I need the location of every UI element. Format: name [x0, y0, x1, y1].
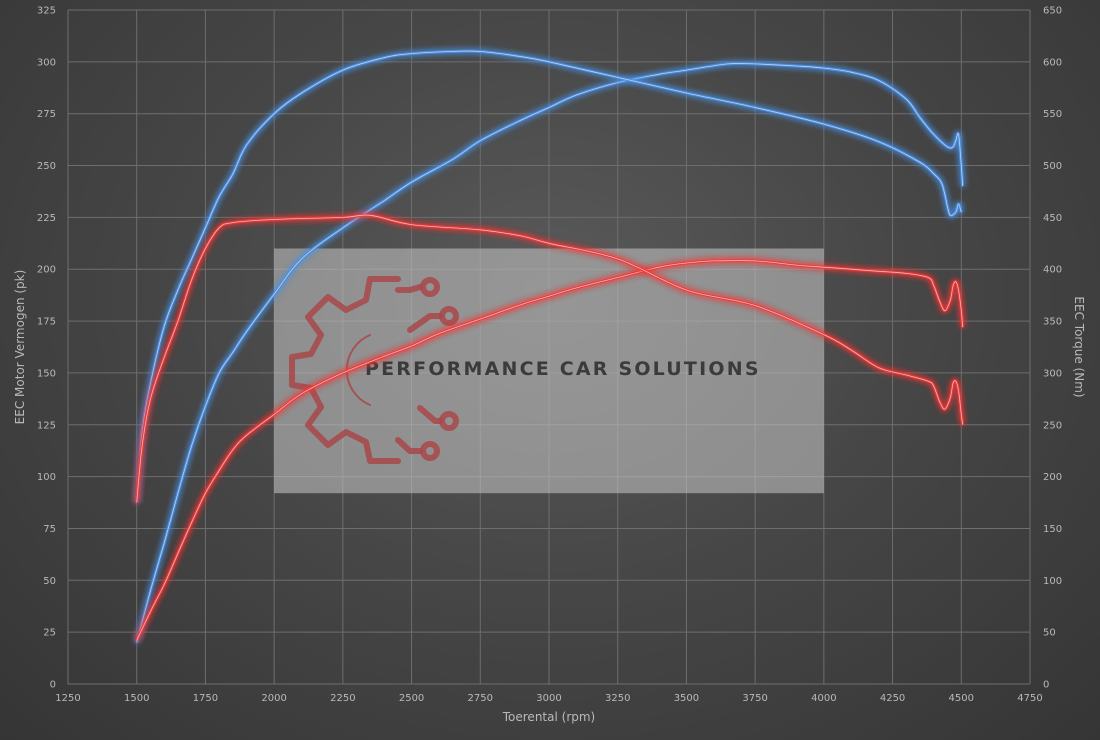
y-left-tick-label: 225 — [37, 213, 56, 224]
logo-trace — [417, 405, 443, 424]
y-right-tick-label: 450 — [1043, 213, 1062, 224]
x-tick-label: 2750 — [468, 693, 493, 704]
series-line-highlight — [136, 214, 964, 503]
y-left-tick-label: 175 — [37, 317, 56, 328]
x-tick-label: 1500 — [124, 693, 149, 704]
y-right-tick-label: 350 — [1043, 317, 1062, 328]
x-tick-label: 3000 — [536, 693, 561, 704]
logo-node — [420, 441, 440, 461]
logo-node — [420, 277, 440, 297]
y-left-tick-label: 50 — [43, 576, 56, 587]
y-left-tick-label: 325 — [37, 6, 56, 17]
watermark-text: PERFORMANCE CAR SOLUTIONS — [365, 358, 761, 380]
y-right-tick-label: 250 — [1043, 420, 1062, 431]
y-left-tick-label: 125 — [37, 420, 56, 431]
y-left-tick-label: 150 — [37, 368, 56, 379]
x-tick-label: 2250 — [330, 693, 355, 704]
x-tick-label: 4250 — [880, 693, 905, 704]
y-right-tick-label: 0 — [1043, 680, 1049, 691]
y-left-tick-label: 100 — [37, 472, 56, 483]
y-right-tick-label: 100 — [1043, 576, 1062, 587]
x-axis-label: Toerental (rpm) — [502, 710, 595, 724]
tuned-power-series — [135, 61, 965, 643]
x-axis-ticks: 1250 1500 1750 2000 2250 2500 2750 3000 3250 3500… — [55, 693, 1042, 704]
x-tick-label: 2500 — [399, 693, 424, 704]
y-axis-right-label: EEC Torque (Nm) — [1072, 296, 1086, 397]
y-right-tick-label: 200 — [1043, 472, 1062, 483]
logo-node — [439, 306, 459, 326]
x-tick-label: 3250 — [605, 693, 630, 704]
x-tick-label: 3500 — [674, 693, 699, 704]
grid-lines — [67, 9, 1031, 685]
y-right-tick-label: 300 — [1043, 368, 1062, 379]
x-tick-label: 1250 — [55, 693, 80, 704]
y-left-tick-label: 75 — [43, 524, 56, 535]
y-right-tick-label: 500 — [1043, 161, 1062, 172]
logo-node — [439, 411, 459, 431]
x-tick-label: 4000 — [811, 693, 836, 704]
y-left-tick-label: 200 — [37, 265, 56, 276]
y-left-tick-label: 275 — [37, 109, 56, 120]
y-right-tick-label: 650 — [1043, 6, 1062, 17]
y-right-tick-label: 50 — [1043, 628, 1056, 639]
y-right-tick-label: 400 — [1043, 265, 1062, 276]
y-axis-left-label: EEC Motor Vermogen (pk) — [13, 270, 27, 425]
gear-circuit-icon — [289, 276, 459, 464]
logo-trace — [407, 313, 443, 333]
x-tick-label: 4500 — [949, 693, 974, 704]
logo-trace — [395, 284, 423, 293]
logo-gear-outline — [289, 276, 401, 464]
series-line-highlight — [136, 50, 962, 503]
y-axis-left-ticks: 0 25 50 75 100 125 150 175 200 225 250 275 300 325 — [37, 6, 56, 691]
y-right-tick-label: 550 — [1043, 109, 1062, 120]
stock-power-series — [135, 259, 965, 642]
y-left-tick-label: 250 — [37, 161, 56, 172]
series-layer — [135, 49, 965, 643]
y-axis-right-ticks: 0 50 100 150 200 250 300 350 400 450 500 550 600 650 — [1043, 6, 1062, 691]
stock-torque-series — [135, 213, 965, 503]
y-right-tick-label: 150 — [1043, 524, 1062, 535]
watermark: PERFORMANCE CAR SOLUTIONS — [274, 248, 824, 494]
y-left-tick-label: 25 — [43, 628, 56, 639]
y-right-tick-label: 600 — [1043, 57, 1062, 68]
y-left-tick-label: 300 — [37, 57, 56, 68]
x-tick-label: 2000 — [261, 693, 286, 704]
y-left-tick-label: 0 — [50, 680, 56, 691]
x-tick-label: 1750 — [193, 693, 218, 704]
series-line-highlight — [136, 260, 964, 641]
series-line-highlight — [136, 62, 964, 643]
x-tick-label: 3750 — [742, 693, 767, 704]
logo-trace — [395, 437, 423, 454]
tuned-torque-series — [135, 49, 963, 503]
x-tick-label: 4750 — [1017, 693, 1042, 704]
